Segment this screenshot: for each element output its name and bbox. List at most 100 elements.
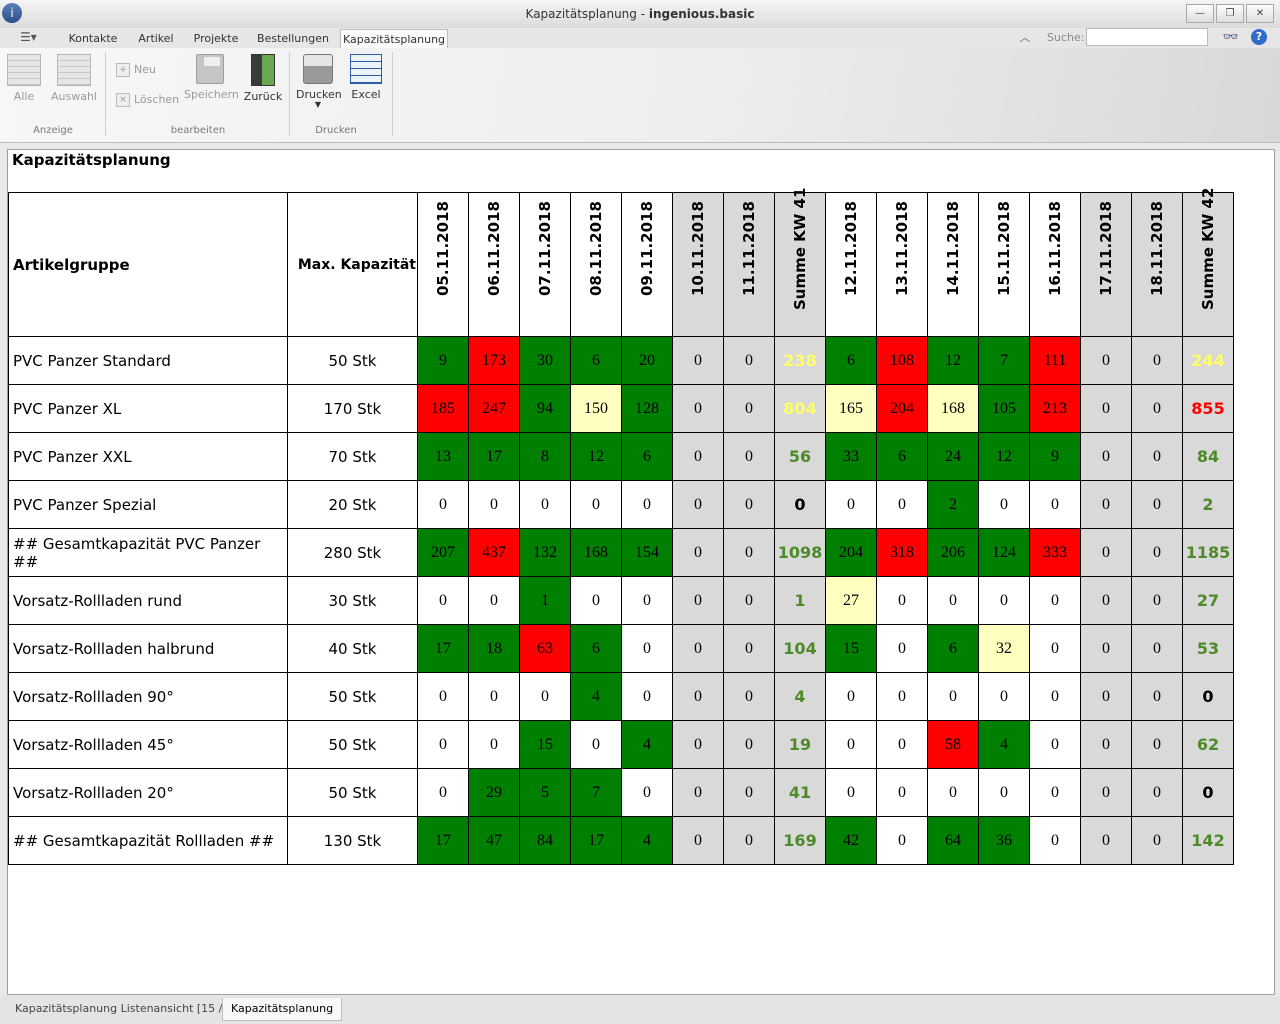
search-input[interactable] bbox=[1086, 28, 1208, 46]
capacity-cell: 0 bbox=[876, 480, 928, 529]
column-header-date[interactable]: 15.11.2018 bbox=[978, 192, 1030, 337]
table-row[interactable]: Vorsatz-Rollladen rund 30 Stk 0 0 1 0 0 0 0 1 27 0 0… bbox=[8, 576, 1234, 625]
table-row[interactable]: ## Gesamtkapazität PVC Panzer ## 280 Stk 2… bbox=[8, 528, 1234, 577]
table-row[interactable]: PVC Panzer XL 170 Stk 185 247 94 150 128 0 0 804 1… bbox=[8, 384, 1234, 433]
capacity-cell: 204 bbox=[825, 528, 877, 577]
tab-projekte[interactable]: Projekte bbox=[193, 32, 239, 45]
capacity-cell: 437 bbox=[468, 528, 520, 577]
column-header-week-sum[interactable]: Summe KW 41 bbox=[774, 188, 826, 337]
capacity-cell: 0 bbox=[1029, 816, 1081, 865]
capacity-cell: 132 bbox=[519, 528, 571, 577]
save-icon bbox=[196, 54, 224, 84]
capacity-cell: 0 bbox=[1080, 624, 1132, 673]
help-icon[interactable]: ? bbox=[1251, 29, 1267, 45]
capacity-cell: 7 bbox=[570, 768, 622, 817]
table-row[interactable]: Vorsatz-Rollladen 20° 50 Stk 0 29 5 7 0 0 0 41 0 0 0… bbox=[8, 768, 1234, 817]
capacity-cell: 84 bbox=[519, 816, 571, 865]
capacity-cell: 0 bbox=[672, 768, 724, 817]
capacity-cell: 0 bbox=[876, 672, 928, 721]
capacity-cell: 0 bbox=[723, 384, 775, 433]
tab-kontakte[interactable]: Kontakte bbox=[68, 32, 118, 45]
restore-button[interactable]: ❐ bbox=[1216, 4, 1244, 23]
capacity-cell: 108 bbox=[876, 336, 928, 385]
excel-button[interactable]: Excel bbox=[348, 54, 384, 101]
week-sum-cell: 1185 bbox=[1182, 528, 1234, 577]
capacity-cell: 0 bbox=[927, 576, 979, 625]
capacity-cell: 0 bbox=[417, 672, 469, 721]
table-row[interactable]: PVC Panzer Standard 50 Stk 9 173 30 6 20 0 0 238 6… bbox=[8, 336, 1234, 385]
row-max-kapazitaet: 50 Stk bbox=[287, 336, 418, 385]
capacity-cell: 17 bbox=[468, 432, 520, 481]
neu-button[interactable]: + Neu bbox=[116, 63, 156, 77]
column-header-artikelgruppe[interactable]: Artikelgruppe bbox=[8, 192, 288, 337]
capacity-cell: 0 bbox=[1080, 528, 1132, 577]
column-header-date[interactable]: 12.11.2018 bbox=[825, 192, 877, 337]
alle-button[interactable]: Alle bbox=[6, 54, 42, 103]
drucken-button[interactable]: Drucken ▼ bbox=[296, 54, 342, 109]
column-header-date[interactable]: 10.11.2018 bbox=[672, 192, 724, 337]
column-header-date[interactable]: 05.11.2018 bbox=[417, 192, 469, 337]
table-row[interactable]: Vorsatz-Rollladen halbrund 40 Stk 17 18 63 6 0… bbox=[8, 624, 1234, 673]
table-row[interactable]: PVC Panzer Spezial 20 Stk 0 0 0 0 0 0 0 0 0 0 2 0 0 0 0 2 bbox=[8, 480, 1234, 529]
week-sum-cell: 104 bbox=[774, 624, 826, 673]
tab-bestellungen[interactable]: Bestellungen bbox=[257, 32, 329, 45]
column-header-label: 10.11.2018 bbox=[689, 201, 707, 296]
column-header-label: 17.11.2018 bbox=[1097, 201, 1115, 296]
auswahl-button[interactable]: Auswahl bbox=[50, 54, 98, 103]
table-row[interactable]: ## Gesamtkapazität Rollladen ## 130 Stk 17… bbox=[8, 816, 1234, 865]
column-header-date[interactable]: 18.11.2018 bbox=[1131, 192, 1183, 337]
column-header-date[interactable]: 09.11.2018 bbox=[621, 192, 673, 337]
column-header-date[interactable]: 16.11.2018 bbox=[1029, 192, 1081, 337]
minimize-button[interactable]: — bbox=[1186, 4, 1214, 23]
row-max-kapazitaet: 70 Stk bbox=[287, 432, 418, 481]
column-header-date[interactable]: 14.11.2018 bbox=[927, 192, 979, 337]
table-row[interactable]: PVC Panzer XXL 70 Stk 13 17 8 12 6 0 0 56 33 6 24 12 9… bbox=[8, 432, 1234, 481]
app-logo-icon[interactable]: i bbox=[2, 3, 22, 23]
loeschen-button[interactable]: × Löschen bbox=[116, 93, 179, 107]
capacity-cell: 0 bbox=[672, 816, 724, 865]
column-header-date[interactable]: 13.11.2018 bbox=[876, 192, 928, 337]
zurueck-button[interactable]: Zurück bbox=[243, 54, 283, 103]
capacity-cell: 7 bbox=[978, 336, 1030, 385]
window-title-prefix: Kapazitätsplanung - bbox=[525, 7, 649, 21]
capacity-cell: 6 bbox=[621, 432, 673, 481]
binoculars-icon[interactable]: 👓 bbox=[1222, 30, 1240, 45]
column-header-week-sum[interactable]: Summe KW 42 bbox=[1182, 188, 1234, 337]
speichern-button[interactable]: Speichern bbox=[184, 54, 239, 101]
capacity-cell: 63 bbox=[519, 624, 571, 673]
week-sum-cell: 53 bbox=[1182, 624, 1234, 673]
column-header-date[interactable]: 17.11.2018 bbox=[1080, 192, 1132, 337]
row-max-kapazitaet: 30 Stk bbox=[287, 576, 418, 625]
tab-kapazitaetsplanung[interactable]: Kapazitätsplanung bbox=[340, 29, 448, 49]
tab-kapazitaetsplanung-report[interactable]: Kapazitätsplanung bbox=[222, 998, 343, 1021]
close-button[interactable]: ✕ bbox=[1246, 4, 1274, 23]
capacity-cell: 17 bbox=[570, 816, 622, 865]
capacity-cell: 0 bbox=[1080, 480, 1132, 529]
row-artikelgruppe: PVC Panzer XL bbox=[8, 384, 288, 433]
capacity-cell: 0 bbox=[825, 672, 877, 721]
column-header-date[interactable]: 07.11.2018 bbox=[519, 192, 571, 337]
week-sum-cell: 62 bbox=[1182, 720, 1234, 769]
table-row[interactable]: Vorsatz-Rollladen 45° 50 Stk 0 0 15 0 4 0 0 19 0 0 5… bbox=[8, 720, 1234, 769]
capacity-cell: 4 bbox=[570, 672, 622, 721]
column-header-date[interactable]: 06.11.2018 bbox=[468, 192, 520, 337]
capacity-cell: 0 bbox=[978, 576, 1030, 625]
grid-selection-icon bbox=[57, 54, 91, 86]
week-sum-cell: 0 bbox=[1182, 672, 1234, 721]
title-bar: i Kapazitätsplanung - ingenious.basic — … bbox=[0, 0, 1280, 29]
capacity-cell: 0 bbox=[723, 528, 775, 577]
column-header-max-kapazitaet[interactable]: Max. Kapazität bbox=[287, 192, 418, 337]
capacity-cell: 0 bbox=[876, 576, 928, 625]
capacity-cell: 12 bbox=[927, 336, 979, 385]
capacity-cell: 0 bbox=[1131, 768, 1183, 817]
collapse-ribbon-icon[interactable]: ︿ bbox=[1019, 31, 1031, 44]
column-header-date[interactable]: 08.11.2018 bbox=[570, 192, 622, 337]
report-title: Kapazitätsplanung bbox=[12, 151, 171, 169]
application-menu-button[interactable]: ☰▾ bbox=[20, 30, 37, 44]
capacity-cell: 0 bbox=[570, 480, 622, 529]
tab-kapazitaetsplanung-listenansicht[interactable]: Kapazitätsplanung Listenansicht [15 / 15… bbox=[15, 1002, 245, 1015]
tab-artikel[interactable]: Artikel bbox=[138, 32, 174, 45]
table-row[interactable]: Vorsatz-Rollladen 90° 50 Stk 0 0 0 4 0 0 0 4 0 0 0 0 0… bbox=[8, 672, 1234, 721]
column-header-date[interactable]: 11.11.2018 bbox=[723, 192, 775, 337]
row-max-kapazitaet: 280 Stk bbox=[287, 528, 418, 577]
